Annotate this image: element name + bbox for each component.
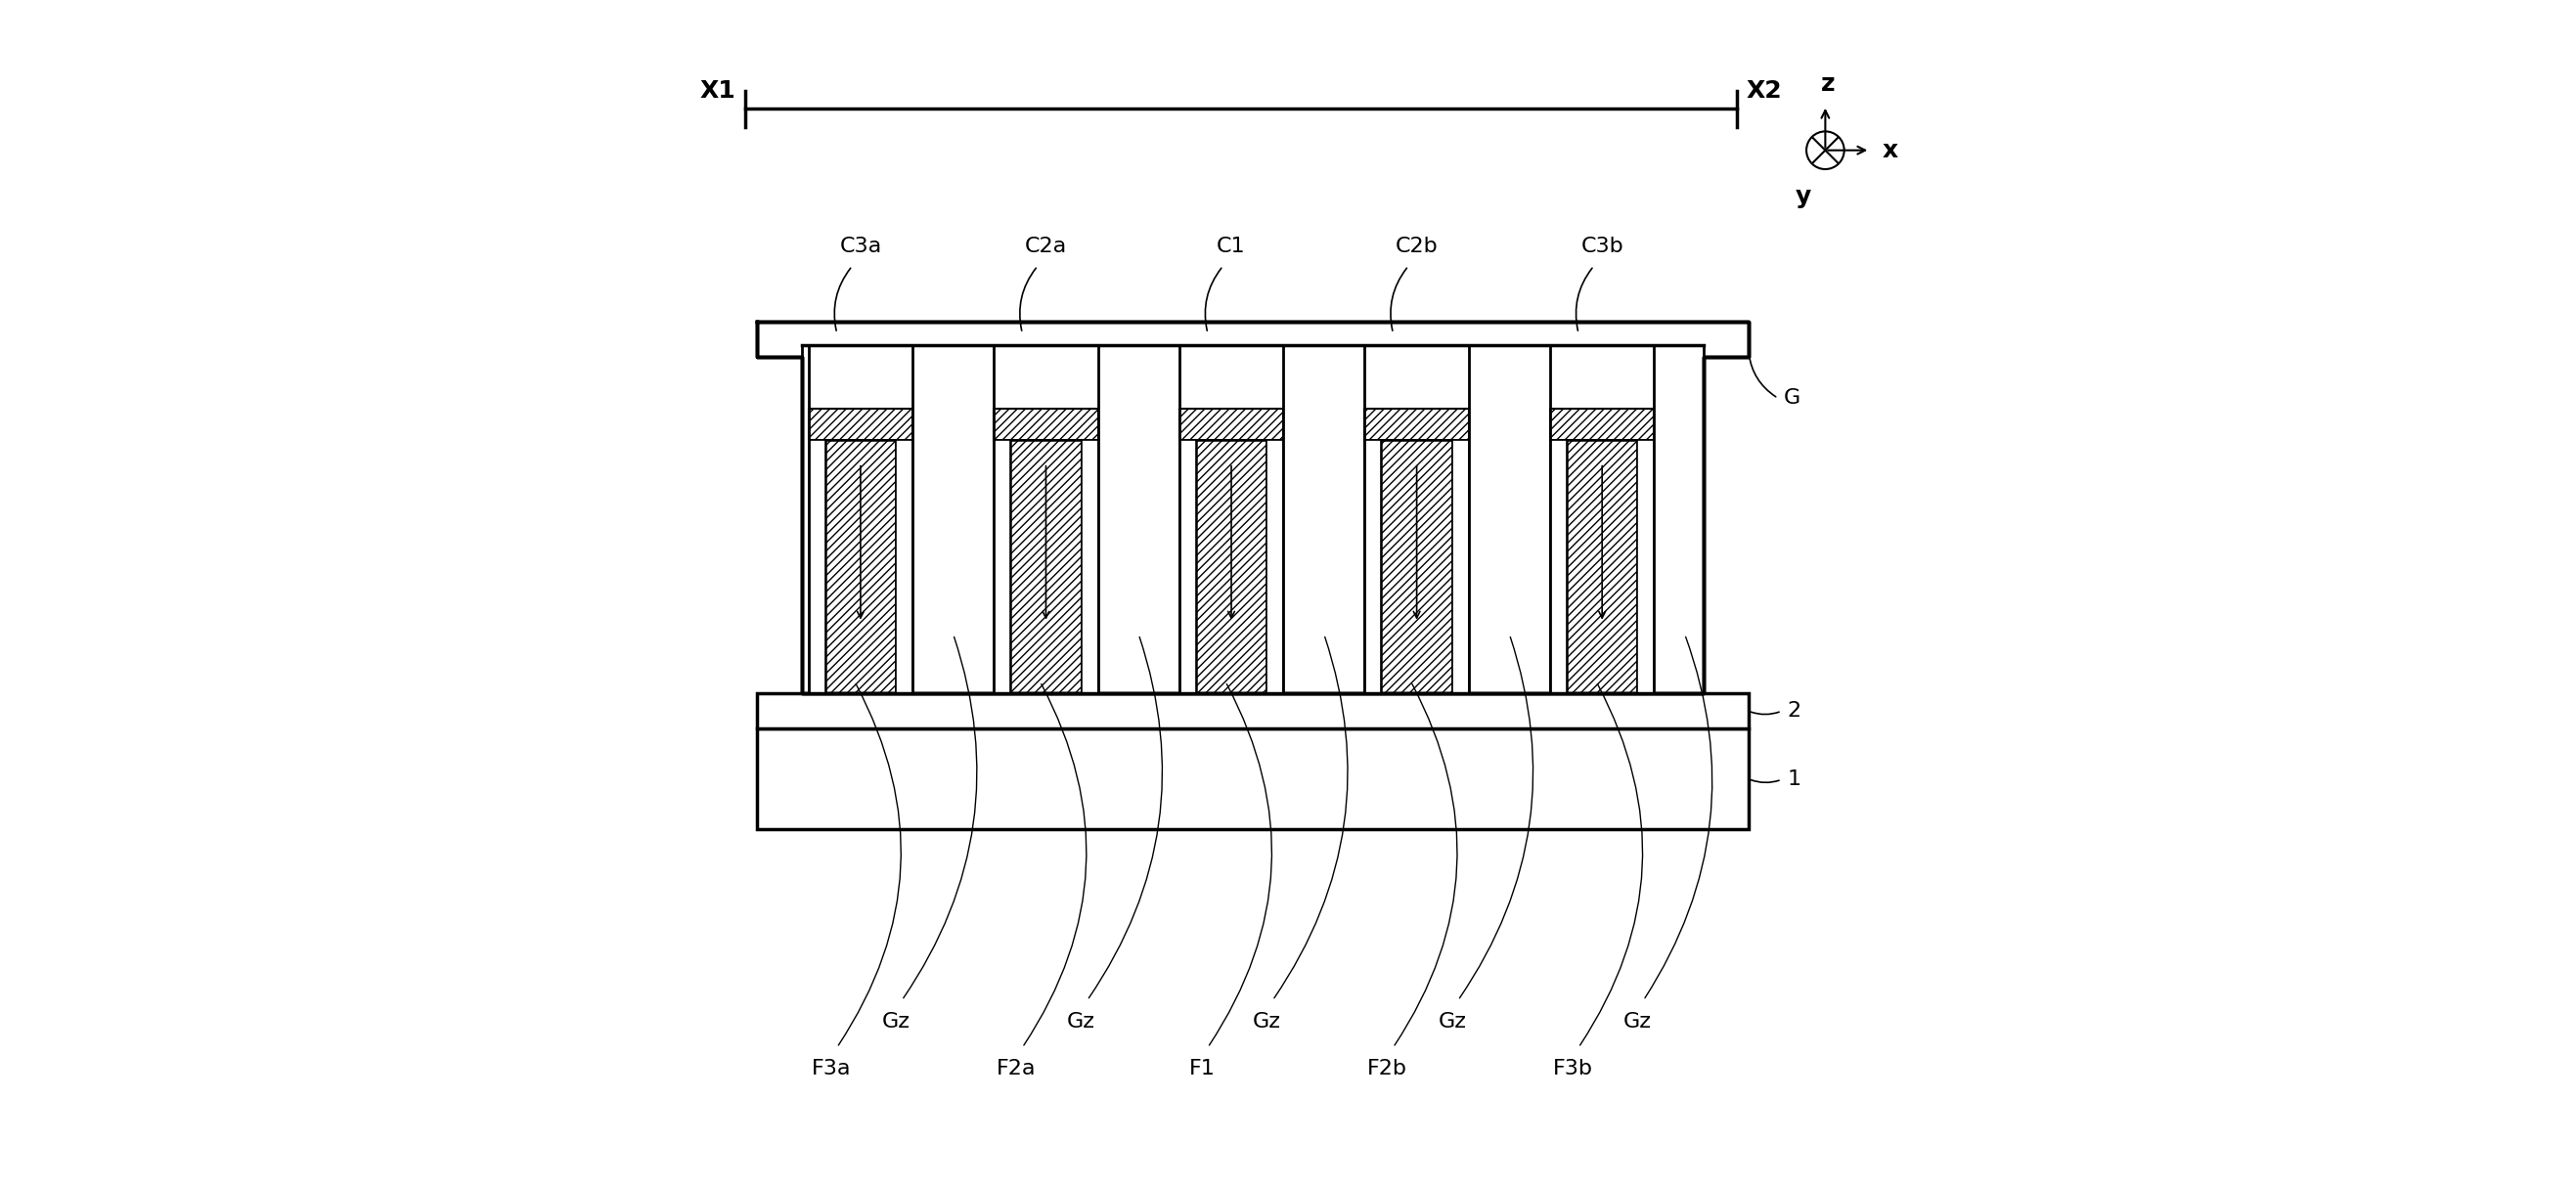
Text: Gz: Gz bbox=[1623, 1012, 1651, 1032]
Bar bbox=[1180, 409, 1283, 440]
Text: x: x bbox=[1883, 139, 1899, 162]
Text: 2: 2 bbox=[1788, 701, 1801, 721]
Bar bbox=[1551, 409, 1654, 440]
Bar bbox=[994, 440, 1010, 694]
Text: Gz: Gz bbox=[1437, 1012, 1466, 1032]
Text: X1: X1 bbox=[701, 79, 734, 103]
Bar bbox=[1566, 440, 1638, 694]
Text: 1: 1 bbox=[1788, 770, 1801, 790]
Bar bbox=[1267, 440, 1283, 694]
Text: X2: X2 bbox=[1747, 79, 1783, 103]
Bar bbox=[809, 409, 912, 440]
Polygon shape bbox=[757, 321, 1749, 694]
Bar bbox=[1381, 440, 1453, 694]
Bar bbox=[1453, 440, 1468, 694]
Text: C1: C1 bbox=[1216, 237, 1247, 256]
Bar bbox=[1180, 440, 1195, 694]
Bar bbox=[757, 728, 1749, 829]
Text: C3b: C3b bbox=[1582, 237, 1623, 256]
Bar bbox=[896, 440, 912, 694]
Bar bbox=[1638, 440, 1654, 694]
Bar bbox=[757, 694, 1749, 728]
Text: y: y bbox=[1795, 185, 1811, 208]
Text: F2a: F2a bbox=[997, 1059, 1036, 1079]
Bar bbox=[809, 440, 824, 694]
Text: G: G bbox=[1785, 389, 1801, 408]
Bar bbox=[1082, 440, 1097, 694]
Bar bbox=[1551, 440, 1566, 694]
Text: F3a: F3a bbox=[811, 1059, 850, 1079]
Text: F2b: F2b bbox=[1368, 1059, 1406, 1079]
Bar bbox=[1365, 440, 1381, 694]
Bar bbox=[1010, 440, 1082, 694]
Text: F1: F1 bbox=[1188, 1059, 1216, 1079]
Text: C2b: C2b bbox=[1396, 237, 1437, 256]
Text: Gz: Gz bbox=[1252, 1012, 1280, 1032]
Text: Gz: Gz bbox=[881, 1012, 909, 1032]
Bar bbox=[824, 440, 896, 694]
Text: Gz: Gz bbox=[1066, 1012, 1095, 1032]
Bar bbox=[1365, 409, 1468, 440]
Bar bbox=[994, 409, 1097, 440]
Text: C3a: C3a bbox=[840, 237, 881, 256]
Text: C2a: C2a bbox=[1025, 237, 1066, 256]
Text: z: z bbox=[1821, 72, 1834, 96]
Bar bbox=[1195, 440, 1267, 694]
Text: F3b: F3b bbox=[1553, 1059, 1592, 1079]
